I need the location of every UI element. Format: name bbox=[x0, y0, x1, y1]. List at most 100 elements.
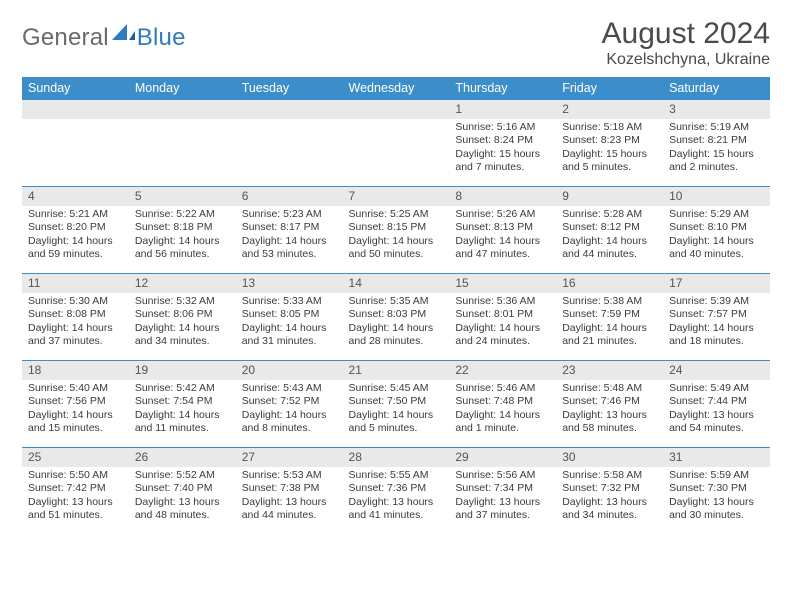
day-number: 29 bbox=[449, 448, 556, 467]
day-details: Sunrise: 5:55 AMSunset: 7:36 PMDaylight:… bbox=[343, 467, 450, 528]
sunset-line: Sunset: 7:36 PM bbox=[349, 482, 444, 496]
day-details: Sunrise: 5:39 AMSunset: 7:57 PMDaylight:… bbox=[663, 293, 770, 354]
day-details: Sunrise: 5:19 AMSunset: 8:21 PMDaylight:… bbox=[663, 119, 770, 180]
sunset-line: Sunset: 8:21 PM bbox=[669, 134, 764, 148]
daylight-line: Daylight: 14 hours and 18 minutes. bbox=[669, 322, 764, 349]
day-number: 3 bbox=[663, 100, 770, 119]
sunrise-line: Sunrise: 5:58 AM bbox=[562, 469, 657, 483]
daylight-line: Daylight: 14 hours and 56 minutes. bbox=[135, 235, 230, 262]
weekday-header: Tuesday bbox=[236, 77, 343, 100]
day-number: 2 bbox=[556, 100, 663, 119]
day-number: 18 bbox=[22, 361, 129, 380]
day-number: 8 bbox=[449, 187, 556, 206]
daylight-line: Daylight: 14 hours and 8 minutes. bbox=[242, 409, 337, 436]
day-number: 17 bbox=[663, 274, 770, 293]
day-number: 27 bbox=[236, 448, 343, 467]
day-details: Sunrise: 5:59 AMSunset: 7:30 PMDaylight:… bbox=[663, 467, 770, 528]
daylight-line: Daylight: 13 hours and 58 minutes. bbox=[562, 409, 657, 436]
day-number: 6 bbox=[236, 187, 343, 206]
daylight-line: Daylight: 15 hours and 5 minutes. bbox=[562, 148, 657, 175]
day-details: Sunrise: 5:43 AMSunset: 7:52 PMDaylight:… bbox=[236, 380, 343, 441]
sunset-line: Sunset: 7:34 PM bbox=[455, 482, 550, 496]
calendar-day-cell: 6Sunrise: 5:23 AMSunset: 8:17 PMDaylight… bbox=[236, 186, 343, 273]
logo-sail-icon bbox=[111, 22, 137, 47]
calendar-day-cell: 25Sunrise: 5:50 AMSunset: 7:42 PMDayligh… bbox=[22, 447, 129, 534]
sunset-line: Sunset: 7:46 PM bbox=[562, 395, 657, 409]
sunset-line: Sunset: 7:50 PM bbox=[349, 395, 444, 409]
sunrise-line: Sunrise: 5:28 AM bbox=[562, 208, 657, 222]
sunset-line: Sunset: 7:32 PM bbox=[562, 482, 657, 496]
calendar-week-row: 18Sunrise: 5:40 AMSunset: 7:56 PMDayligh… bbox=[22, 360, 770, 447]
sunrise-line: Sunrise: 5:49 AM bbox=[669, 382, 764, 396]
daylight-line: Daylight: 14 hours and 28 minutes. bbox=[349, 322, 444, 349]
daylight-line: Daylight: 14 hours and 37 minutes. bbox=[28, 322, 123, 349]
day-details: Sunrise: 5:49 AMSunset: 7:44 PMDaylight:… bbox=[663, 380, 770, 441]
daylight-line: Daylight: 13 hours and 51 minutes. bbox=[28, 496, 123, 523]
day-details: Sunrise: 5:32 AMSunset: 8:06 PMDaylight:… bbox=[129, 293, 236, 354]
day-details: Sunrise: 5:22 AMSunset: 8:18 PMDaylight:… bbox=[129, 206, 236, 267]
calendar-day-cell: 13Sunrise: 5:33 AMSunset: 8:05 PMDayligh… bbox=[236, 273, 343, 360]
calendar-day-cell: 15Sunrise: 5:36 AMSunset: 8:01 PMDayligh… bbox=[449, 273, 556, 360]
daylight-line: Daylight: 15 hours and 2 minutes. bbox=[669, 148, 764, 175]
day-details: Sunrise: 5:58 AMSunset: 7:32 PMDaylight:… bbox=[556, 467, 663, 528]
daylight-line: Daylight: 14 hours and 15 minutes. bbox=[28, 409, 123, 436]
daylight-line: Daylight: 14 hours and 50 minutes. bbox=[349, 235, 444, 262]
calendar-week-row: 1Sunrise: 5:16 AMSunset: 8:24 PMDaylight… bbox=[22, 99, 770, 186]
calendar-day-cell: 23Sunrise: 5:48 AMSunset: 7:46 PMDayligh… bbox=[556, 360, 663, 447]
daylight-line: Daylight: 13 hours and 41 minutes. bbox=[349, 496, 444, 523]
calendar-day-cell: 17Sunrise: 5:39 AMSunset: 7:57 PMDayligh… bbox=[663, 273, 770, 360]
day-number bbox=[22, 100, 129, 119]
calendar-day-cell: 24Sunrise: 5:49 AMSunset: 7:44 PMDayligh… bbox=[663, 360, 770, 447]
sunrise-line: Sunrise: 5:25 AM bbox=[349, 208, 444, 222]
weekday-header: Wednesday bbox=[343, 77, 450, 100]
daylight-line: Daylight: 14 hours and 59 minutes. bbox=[28, 235, 123, 262]
day-number: 13 bbox=[236, 274, 343, 293]
calendar-day-cell: 12Sunrise: 5:32 AMSunset: 8:06 PMDayligh… bbox=[129, 273, 236, 360]
day-details: Sunrise: 5:18 AMSunset: 8:23 PMDaylight:… bbox=[556, 119, 663, 180]
calendar-day-cell: 5Sunrise: 5:22 AMSunset: 8:18 PMDaylight… bbox=[129, 186, 236, 273]
daylight-line: Daylight: 14 hours and 40 minutes. bbox=[669, 235, 764, 262]
daylight-line: Daylight: 14 hours and 34 minutes. bbox=[135, 322, 230, 349]
sunrise-line: Sunrise: 5:29 AM bbox=[669, 208, 764, 222]
day-details: Sunrise: 5:23 AMSunset: 8:17 PMDaylight:… bbox=[236, 206, 343, 267]
sunrise-line: Sunrise: 5:22 AM bbox=[135, 208, 230, 222]
sunrise-line: Sunrise: 5:39 AM bbox=[669, 295, 764, 309]
daylight-line: Daylight: 13 hours and 37 minutes. bbox=[455, 496, 550, 523]
day-details: Sunrise: 5:21 AMSunset: 8:20 PMDaylight:… bbox=[22, 206, 129, 267]
calendar-day-cell: 28Sunrise: 5:55 AMSunset: 7:36 PMDayligh… bbox=[343, 447, 450, 534]
day-number: 31 bbox=[663, 448, 770, 467]
sunset-line: Sunset: 8:10 PM bbox=[669, 221, 764, 235]
sunset-line: Sunset: 7:40 PM bbox=[135, 482, 230, 496]
day-details: Sunrise: 5:30 AMSunset: 8:08 PMDaylight:… bbox=[22, 293, 129, 354]
title-block: August 2024 Kozelshchyna, Ukraine bbox=[602, 18, 770, 69]
day-details: Sunrise: 5:48 AMSunset: 7:46 PMDaylight:… bbox=[556, 380, 663, 441]
daylight-line: Daylight: 14 hours and 31 minutes. bbox=[242, 322, 337, 349]
sunrise-line: Sunrise: 5:42 AM bbox=[135, 382, 230, 396]
day-number: 23 bbox=[556, 361, 663, 380]
sunset-line: Sunset: 8:20 PM bbox=[28, 221, 123, 235]
daylight-line: Daylight: 13 hours and 30 minutes. bbox=[669, 496, 764, 523]
sunset-line: Sunset: 8:05 PM bbox=[242, 308, 337, 322]
day-number: 21 bbox=[343, 361, 450, 380]
daylight-line: Daylight: 13 hours and 54 minutes. bbox=[669, 409, 764, 436]
calendar-day-cell: 2Sunrise: 5:18 AMSunset: 8:23 PMDaylight… bbox=[556, 99, 663, 186]
sunrise-line: Sunrise: 5:26 AM bbox=[455, 208, 550, 222]
day-details: Sunrise: 5:40 AMSunset: 7:56 PMDaylight:… bbox=[22, 380, 129, 441]
day-number bbox=[129, 100, 236, 119]
calendar-day-cell: 21Sunrise: 5:45 AMSunset: 7:50 PMDayligh… bbox=[343, 360, 450, 447]
day-number: 26 bbox=[129, 448, 236, 467]
sunrise-line: Sunrise: 5:38 AM bbox=[562, 295, 657, 309]
day-number bbox=[236, 100, 343, 119]
sunrise-line: Sunrise: 5:40 AM bbox=[28, 382, 123, 396]
day-details: Sunrise: 5:26 AMSunset: 8:13 PMDaylight:… bbox=[449, 206, 556, 267]
calendar-day-cell: 4Sunrise: 5:21 AMSunset: 8:20 PMDaylight… bbox=[22, 186, 129, 273]
calendar-table: SundayMondayTuesdayWednesdayThursdayFrid… bbox=[22, 77, 770, 534]
calendar-week-row: 11Sunrise: 5:30 AMSunset: 8:08 PMDayligh… bbox=[22, 273, 770, 360]
calendar-day-cell: 3Sunrise: 5:19 AMSunset: 8:21 PMDaylight… bbox=[663, 99, 770, 186]
sunset-line: Sunset: 7:59 PM bbox=[562, 308, 657, 322]
sunrise-line: Sunrise: 5:59 AM bbox=[669, 469, 764, 483]
calendar-day-cell: 7Sunrise: 5:25 AMSunset: 8:15 PMDaylight… bbox=[343, 186, 450, 273]
day-number: 12 bbox=[129, 274, 236, 293]
sunrise-line: Sunrise: 5:55 AM bbox=[349, 469, 444, 483]
day-number: 20 bbox=[236, 361, 343, 380]
